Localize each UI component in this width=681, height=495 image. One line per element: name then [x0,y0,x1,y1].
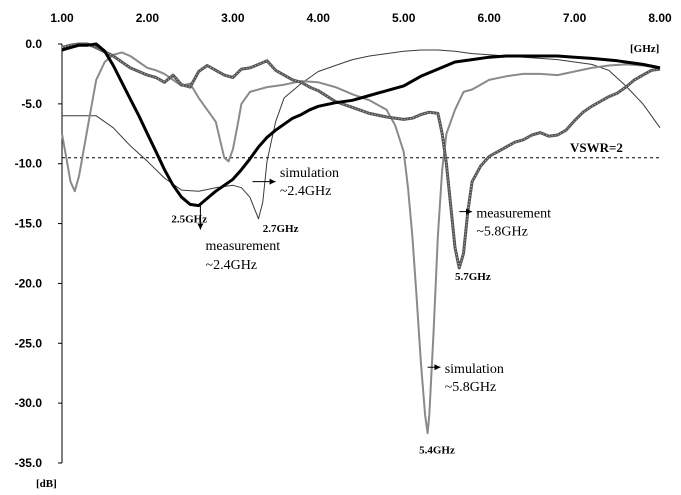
vswr-label: VSWR=2 [570,140,623,155]
x-tick-label: 5.00 [392,11,416,25]
x-tick-label: 4.00 [307,11,331,25]
x-tick-label: 6.00 [477,11,501,25]
annotation-text: ~5.8GHz [445,380,497,395]
y-tick-label: -15.0 [15,217,43,231]
peak-label: 2.7GHz [263,223,299,235]
annotation-text: ~5.8GHz [476,225,528,240]
annotation-text: ~2.4GHz [280,184,332,199]
series-line-3 [62,49,661,220]
peak-label: 2.5GHz [171,213,207,225]
arrow-meas-5-8-head [466,208,473,215]
series-line-2 [61,51,661,435]
annotation-text: simulation [445,362,504,377]
annotations: simulation ~2.4GHz measurement ~2.4GHz measu… [171,166,551,457]
y-tick-label: -20.0 [15,276,43,290]
annotation-text: measurement [476,207,551,222]
arrow-sim-2-4-head [269,178,276,185]
series-line-texture-1 [61,43,661,269]
y-tick-label: -35.0 [15,456,43,470]
series-line-0 [61,42,661,208]
y-tick-label: -5.0 [21,97,42,111]
annotation-text: simulation [280,166,339,181]
y-unit-label: [dB] [36,478,57,490]
x-tick-label: 1.00 [50,11,74,25]
x-tick-label: 7.00 [563,11,587,25]
x-tick-label: 3.00 [221,11,245,25]
y-tick-labels: 0.0 -5.0 -10.0 -15.0 -20.0 -25.0 -30.0 -35.0 [15,37,62,470]
y-tick-label: -30.0 [15,396,43,410]
annotation-arrows [197,178,473,371]
x-tick-label: 2.00 [136,11,160,25]
y-tick-label: -25.0 [15,336,43,350]
y-tick-label: -10.0 [15,157,43,171]
arrow-sim-5-8-head [434,364,441,371]
x-tick-label: 8.00 [648,11,672,25]
peak-label: 5.7GHz [455,271,491,283]
y-tick-label: 0.0 [25,37,42,51]
x-tick-labels: 1.00 2.00 3.00 4.00 5.00 6.00 7.00 8.00 [50,11,672,25]
series-line-1 [61,42,661,270]
x-unit-label: [GHz] [630,43,659,55]
annotation-text: measurement [206,239,281,254]
annotation-text: ~2.4GHz [206,258,258,273]
series-group [61,42,661,435]
peak-label: 5.4GHz [419,444,455,456]
arrow-meas-2-4-head [197,223,204,230]
